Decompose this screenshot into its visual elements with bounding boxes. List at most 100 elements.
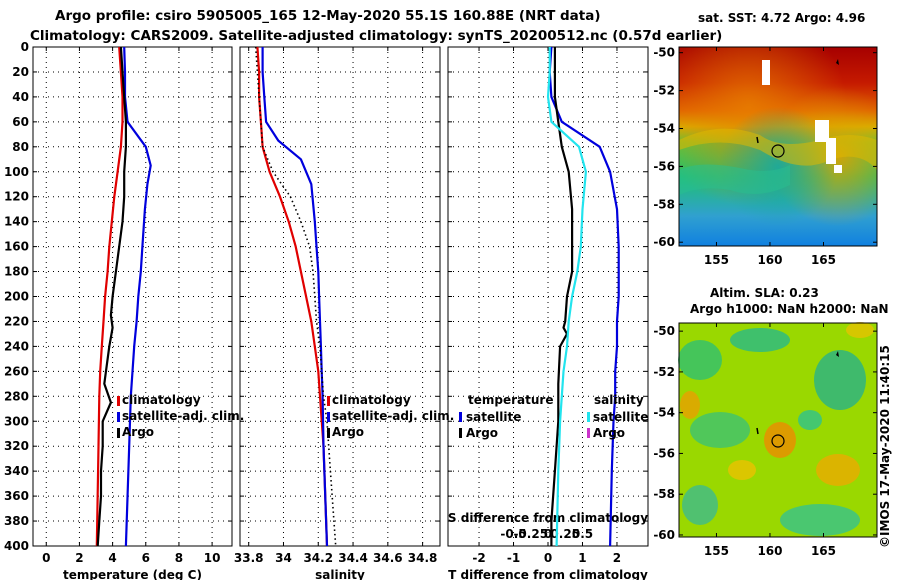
- tick-label-x: 2: [613, 551, 621, 565]
- map-tick-label-x: 165: [811, 253, 836, 267]
- sst-map: sat. SST: 4.72 Argo: 4.96 -50 -52 -54 -56 -5…: [653, 11, 878, 267]
- legend-swatch: [327, 428, 330, 438]
- sla-map-title-1: Altim. SLA: 0.23: [710, 286, 819, 300]
- title-line-2: Climatology: CARS2009. Satellite-adjuste…: [30, 28, 722, 44]
- title-line-1: Argo profile: csiro 5905005_165 12-May-2…: [55, 8, 601, 24]
- tick-label-y: 340: [4, 464, 29, 478]
- tick-label-x: 2: [75, 551, 83, 565]
- map-tick-label-x: 165: [811, 544, 836, 558]
- series-line-temperature-argo: [550, 47, 574, 546]
- map-tick-label-y: -58: [653, 197, 675, 211]
- legend-swatch: [117, 428, 120, 438]
- map-tick-label-y: -60: [653, 235, 675, 249]
- series-line-climatology: [95, 46, 124, 547]
- panel-salinity: 33.8 34 34.2 34.4 34.6 34.8 salinity climatolog…: [234, 46, 454, 580]
- legend-swatch: [587, 412, 590, 422]
- legend-swatch: [117, 412, 120, 422]
- tick-label-x: -2: [472, 551, 485, 565]
- top-tick-label: 0: [544, 527, 552, 541]
- tick-label-x: 34.6: [373, 551, 403, 565]
- tick-label-y: 360: [4, 489, 29, 503]
- top-tick-label: -0.25: [513, 527, 548, 541]
- legend-heading: temperature: [468, 393, 553, 407]
- cloud-mask: [762, 60, 770, 85]
- tick-label-x: 33.8: [234, 551, 264, 565]
- legend-swatch: [587, 428, 590, 438]
- tick-label-y: 40: [12, 90, 29, 104]
- tick-label-y: 240: [4, 339, 29, 353]
- tick-label-x: 34.2: [303, 551, 333, 565]
- map-tick-label-y: -52: [653, 365, 675, 379]
- tick-label-y: 320: [4, 439, 29, 453]
- legend-label: climatology: [122, 393, 201, 407]
- map-tick-label-y: -56: [653, 159, 675, 173]
- map-tick-label-x: 155: [704, 253, 729, 267]
- legend-label: satellite: [466, 410, 521, 424]
- argo-location-marker: [771, 144, 785, 158]
- map-tick-label-y: -50: [653, 46, 675, 60]
- x-axis-label: salinity: [315, 568, 365, 580]
- tick-label-y: 180: [4, 265, 29, 279]
- credit-text: ©IMOS 17-May-2020 11:40:15: [878, 345, 892, 548]
- legend-label: climatology: [332, 393, 411, 407]
- sla-map: Altim. SLA: 0.23 Argo h1000: NaN h2000: …: [653, 286, 888, 558]
- series-line-argo: [254, 46, 337, 547]
- legend-swatch: [327, 412, 330, 422]
- tick-label-y: 220: [4, 314, 29, 328]
- legend-label: Argo: [593, 426, 625, 440]
- cloud-mask: [815, 120, 829, 142]
- tick-label-y: 300: [4, 414, 29, 428]
- tick-label-y: 60: [12, 115, 29, 129]
- top-tick-label: 0.5: [572, 527, 593, 541]
- tick-label-x: 0: [42, 551, 50, 565]
- map-tick-label-y: -58: [653, 487, 675, 501]
- series-line-salinity-satellite: [546, 47, 588, 547]
- top-axis-label: S difference from climatology: [448, 511, 648, 525]
- series-line-temperature-satellite: [548, 46, 620, 547]
- legend-label: Argo: [466, 426, 498, 440]
- tick-label-y: 160: [4, 240, 29, 254]
- legend-swatch: [117, 396, 120, 406]
- tick-label-x: 34.4: [338, 551, 368, 565]
- tick-label-y: 120: [4, 190, 29, 204]
- map-tick-label-x: 160: [757, 544, 782, 558]
- cloud-mask: [826, 138, 836, 164]
- series-line-climatology: [256, 46, 329, 547]
- map-tick-label-x: 155: [704, 544, 729, 558]
- tick-label-x: 34: [275, 551, 292, 565]
- tick-label-y: 280: [4, 389, 29, 403]
- map-tick-label-y: -60: [653, 528, 675, 542]
- map-tick-label-y: -50: [653, 324, 675, 338]
- cloud-mask: [834, 165, 842, 173]
- plot-frame: [32, 46, 233, 547]
- tick-label-x: 6: [142, 551, 150, 565]
- legend-label: Argo: [332, 425, 364, 439]
- legend-swatch: [459, 412, 462, 422]
- map-tick-label-y: -54: [653, 121, 675, 135]
- legend-label: satellite-adj. clim.: [332, 409, 454, 423]
- legend-heading: salinity: [594, 393, 644, 407]
- tick-label-y: 80: [12, 140, 29, 154]
- tick-label-x: 34.8: [408, 551, 438, 565]
- panel-temperature: 0204060801001201401601802002202402602803…: [4, 40, 244, 580]
- map-tick-label-x: 160: [757, 253, 782, 267]
- map-tick-label-y: -56: [653, 446, 675, 460]
- map-tick-label-y: -52: [653, 84, 675, 98]
- tick-label-x: 10: [204, 551, 221, 565]
- sst-map-title: sat. SST: 4.72 Argo: 4.96: [698, 11, 865, 25]
- sla-map-title-2: Argo h1000: NaN h2000: NaN: [690, 302, 889, 316]
- tick-label-y: 20: [12, 65, 29, 79]
- top-tick-label: -0.5: [500, 527, 526, 541]
- legend-label: Argo: [122, 425, 154, 439]
- tick-label-y: 380: [4, 514, 29, 528]
- tick-label-y: 200: [4, 290, 29, 304]
- series-line-satellite-adj-clim-: [123, 46, 152, 547]
- series-line-argo: [96, 46, 128, 547]
- tick-label-y: 260: [4, 364, 29, 378]
- x-axis-label: temperature (deg C): [63, 568, 202, 580]
- tick-label-y: 140: [4, 215, 29, 229]
- legend-label: satellite-adj. clim.: [122, 409, 244, 423]
- tick-label-x: -1: [507, 551, 520, 565]
- legend-label: satellite: [593, 410, 648, 424]
